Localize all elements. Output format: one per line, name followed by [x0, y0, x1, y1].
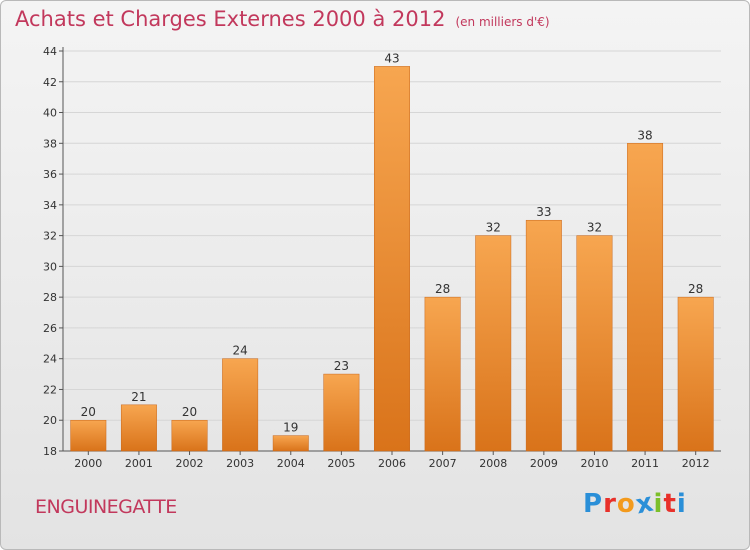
x-tick-label: 2001: [125, 457, 153, 470]
logo-letter: o: [616, 489, 636, 519]
chart-unit: (en milliers d'€): [455, 15, 550, 29]
bar-2012: [677, 296, 714, 452]
value-label: 38: [637, 128, 652, 142]
value-label: 23: [334, 359, 349, 373]
y-tick-label: 24: [43, 353, 57, 366]
value-label: 28: [688, 282, 703, 296]
y-tick-label: 20: [43, 414, 57, 427]
bar-2000: [70, 419, 107, 452]
y-tick-label: 44: [43, 45, 57, 58]
labels: 18 20 22 24 26 28 30 32 34 36 38 40 42 44 20 2000 21 2001…: [43, 45, 710, 470]
proxiti-logo: Proxiti: [583, 487, 687, 520]
x-tick-label: 2011: [631, 457, 659, 470]
value-label: 20: [182, 405, 197, 419]
bar-2004: [272, 435, 309, 452]
bar-2009: [525, 219, 562, 452]
y-tick-label: 34: [43, 199, 57, 212]
y-tick-label: 30: [43, 260, 57, 273]
y-tick-label: 28: [43, 291, 57, 304]
x-tick-label: 2010: [580, 457, 608, 470]
x-tick-label: 2012: [682, 457, 710, 470]
bar-2002: [171, 419, 208, 452]
bar-2011: [627, 143, 664, 452]
value-label: 32: [486, 221, 501, 235]
y-tick-label: 42: [43, 76, 57, 89]
y-tick-label: 38: [43, 137, 57, 150]
value-label: 33: [536, 205, 551, 219]
bar-2007: [424, 296, 461, 452]
value-label: 21: [131, 390, 146, 404]
logo-letter: i: [653, 489, 664, 519]
logo-letter: i: [676, 489, 687, 519]
x-tick-label: 2009: [530, 457, 558, 470]
x-tick-label: 2003: [226, 457, 254, 470]
y-tick-label: 26: [43, 322, 57, 335]
bar-2010: [576, 235, 613, 452]
value-label: 28: [435, 282, 450, 296]
y-tick-label: 18: [43, 445, 57, 458]
value-label: 32: [587, 221, 602, 235]
bar-2001: [120, 404, 157, 452]
value-label: 19: [283, 421, 298, 435]
bar-2008: [475, 235, 512, 452]
bar-2005: [323, 373, 360, 452]
bar-2003: [222, 358, 259, 452]
x-tick-label: 2006: [378, 457, 406, 470]
bar-2006: [374, 66, 410, 452]
value-label: 43: [384, 51, 399, 65]
y-tick-label: 40: [43, 107, 57, 120]
logo-letter: r: [603, 489, 617, 519]
logo-letter: P: [583, 489, 604, 519]
y-tick-label: 36: [43, 168, 57, 181]
logo-letter: t: [663, 489, 677, 519]
value-label: 20: [81, 405, 96, 419]
y-tick-label: 22: [43, 383, 57, 396]
chart-title-text: Achats et Charges Externes 2000 à 2012: [15, 7, 446, 31]
x-tick-label: 2007: [429, 457, 457, 470]
x-tick-label: 2004: [277, 457, 305, 470]
bars: [70, 66, 714, 452]
chart-title: Achats et Charges Externes 2000 à 2012 (e…: [15, 7, 550, 31]
commune-name: ENGUINEGATTE: [35, 496, 177, 518]
x-tick-label: 2008: [479, 457, 507, 470]
x-tick-label: 2005: [327, 457, 355, 470]
value-label: 24: [233, 344, 248, 358]
y-tick-label: 32: [43, 230, 57, 243]
x-tick-label: 2002: [176, 457, 204, 470]
x-tick-label: 2000: [74, 457, 102, 470]
